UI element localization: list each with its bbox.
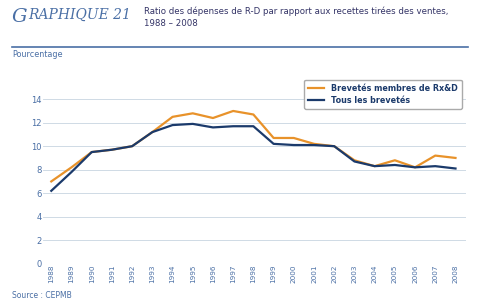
Text: Pourcentage: Pourcentage	[12, 50, 62, 59]
Text: G: G	[12, 8, 28, 25]
Text: 1988 – 2008: 1988 – 2008	[144, 19, 198, 28]
Text: Source : CEPMB: Source : CEPMB	[12, 291, 72, 300]
Legend: Brevetés membres de Rx&D, Tous les brevetés: Brevetés membres de Rx&D, Tous les breve…	[304, 80, 462, 109]
Text: Ratio des dépenses de R-D par rapport aux recettes tirées des ventes,: Ratio des dépenses de R-D par rapport au…	[144, 7, 448, 16]
Text: RAPHIQUE 21: RAPHIQUE 21	[28, 8, 131, 22]
